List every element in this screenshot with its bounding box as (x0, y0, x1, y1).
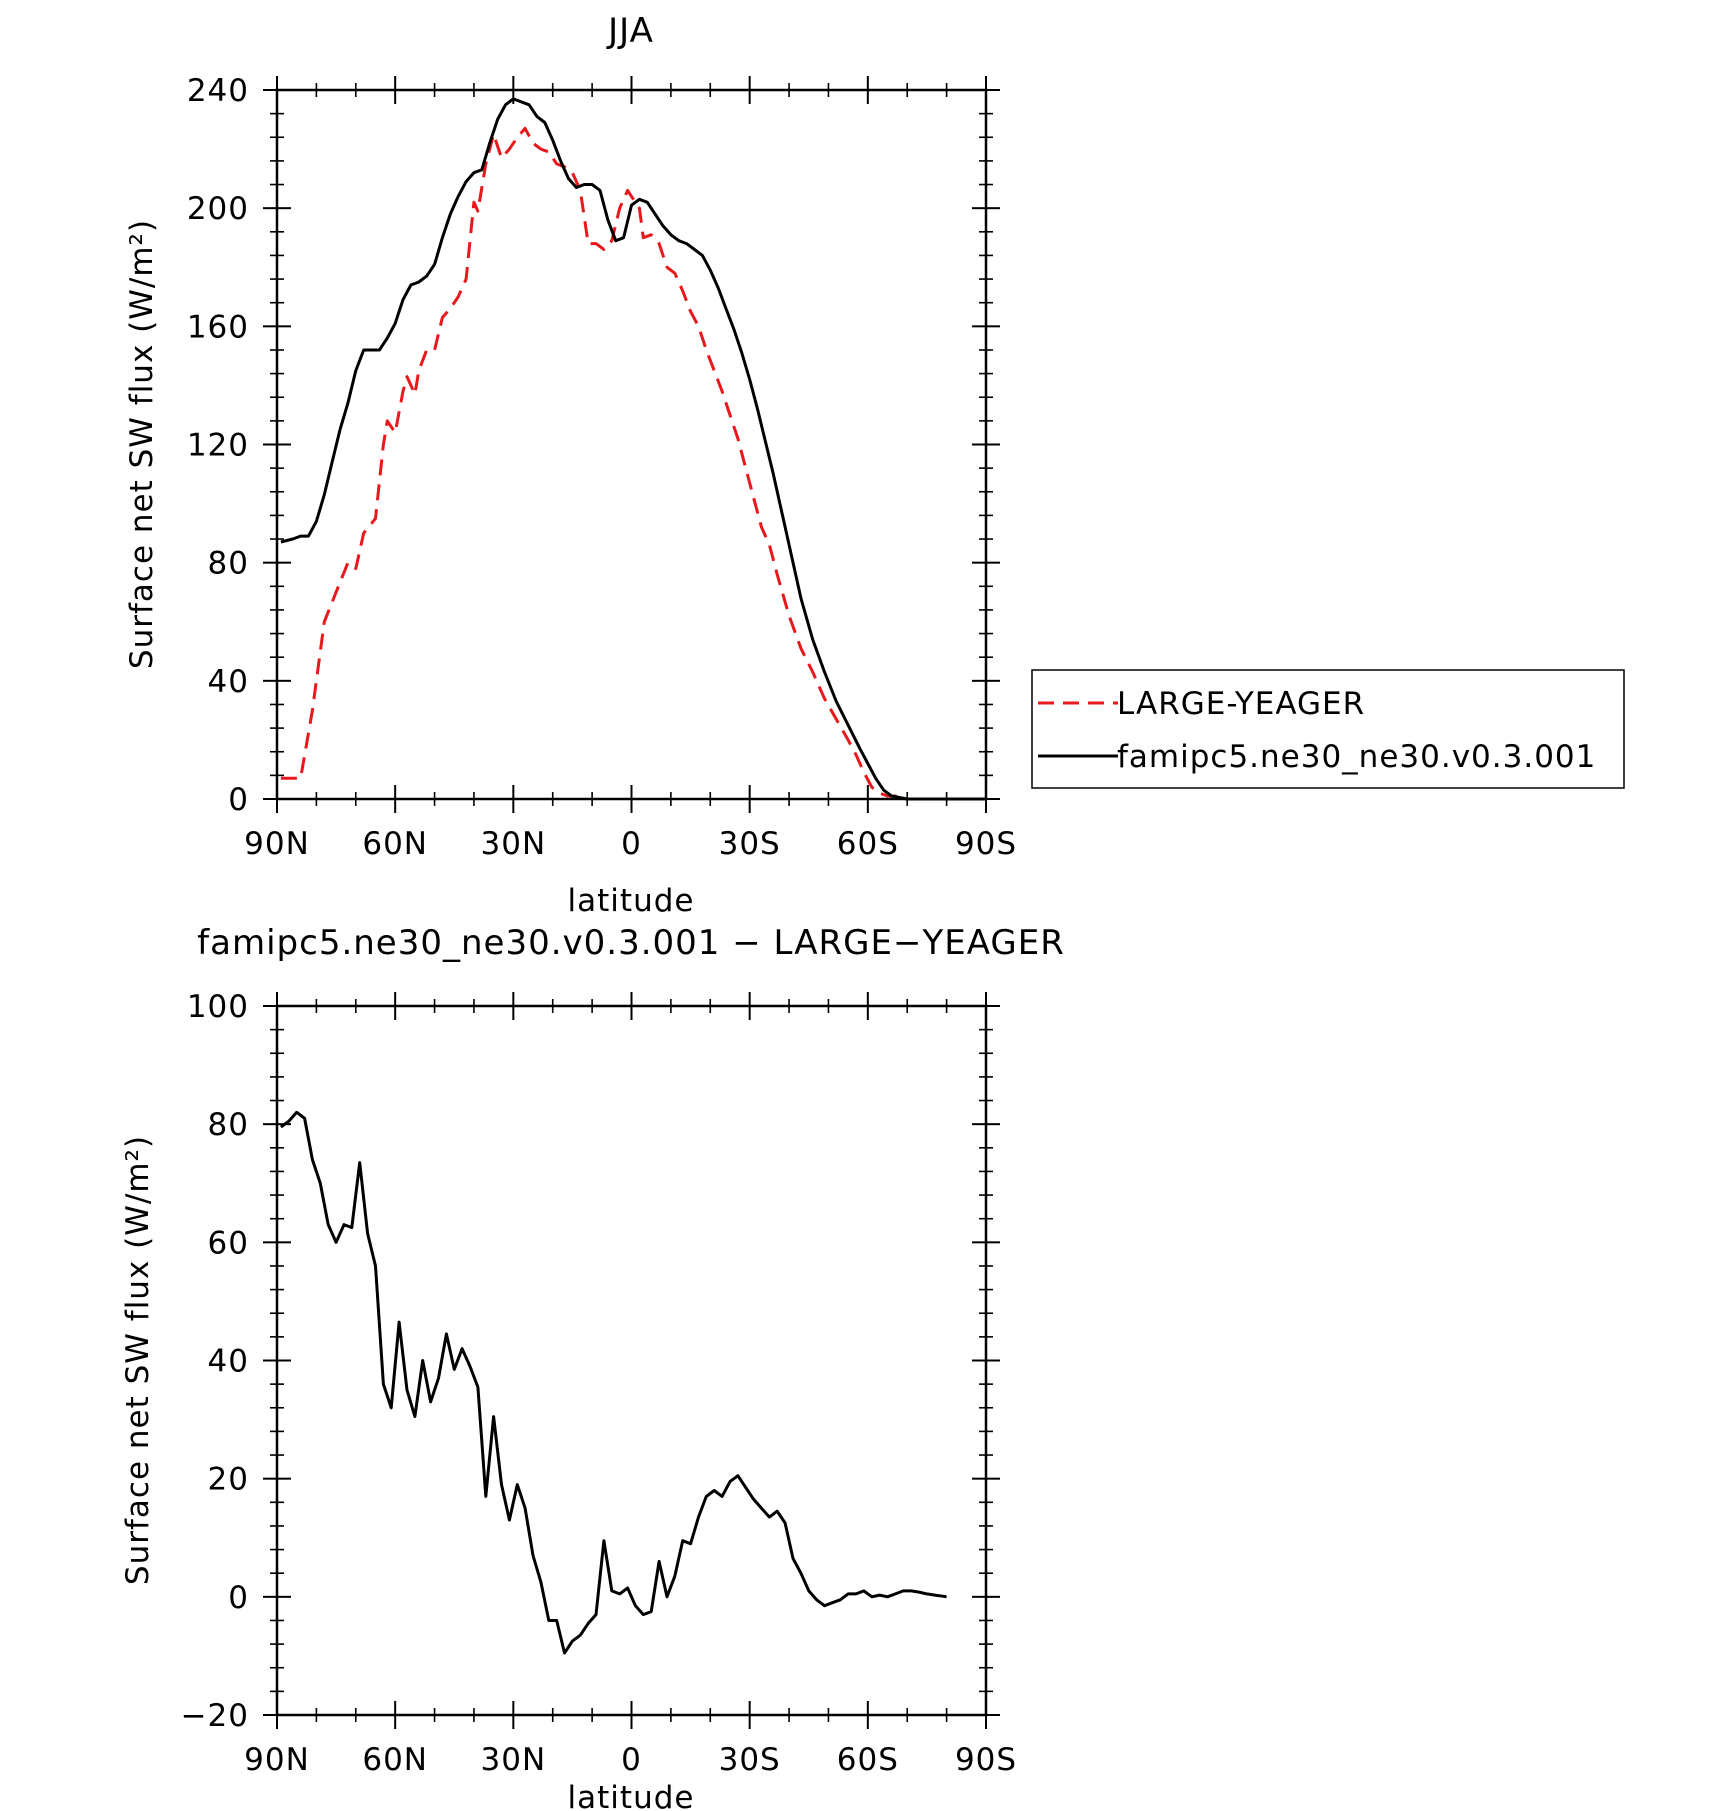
bottom-x-tick-labels: 90N 60N 30N 0 30S 60S 90S (244, 1742, 1017, 1778)
bot-y-tick-label-20: −20 (181, 1698, 249, 1734)
top-series-group (280, 97, 986, 801)
top-series-line-large-yeager (280, 126, 986, 801)
top-x-tick-label-90s: 90S (955, 826, 1017, 862)
bottom-y-axis-label: Surface net SW flux (W/m²) (120, 1135, 156, 1585)
bottom-chart-title: famipc5.ne30_ne30.v0.3.001 − LARGE−YEAGE… (197, 923, 1065, 963)
legend-label-famipc5: famipc5.ne30_ne30.v0.3.001 (1117, 739, 1596, 775)
bottom-plot-frame (275, 1004, 988, 1717)
top-y-tick-label-0: 0 (228, 782, 249, 818)
legend-box (1031, 669, 1625, 789)
bot-y-tick-label-0: 0 (228, 1580, 249, 1616)
bot-y-tick-label-60: 60 (208, 1225, 249, 1261)
top-y-tick-label-240: 240 (187, 73, 249, 109)
top-series-line-famipc5-ne30-ne30-v0-3-001 (280, 97, 986, 801)
top-x-tick-label-30s: 30S (719, 826, 781, 862)
bot-x-tick-label-30s: 30S (719, 1742, 781, 1778)
bottom-series-group (280, 1110, 947, 1655)
top-ticks (263, 76, 1000, 813)
bottom-ticks (263, 992, 1000, 1729)
top-y-tick-label-120: 120 (187, 428, 249, 464)
bottom-y-tick-labels: −20 0 20 40 60 80 100 (181, 989, 249, 1734)
bot-x-tick-label-90s: 90S (955, 1742, 1017, 1778)
top-x-tick-labels: 90N 60N 30N 0 30S 60S 90S (244, 826, 1017, 862)
top-chart-title: JJA (606, 11, 654, 51)
top-y-tick-label-40: 40 (208, 664, 249, 700)
bottom-panel: famipc5.ne30_ne30.v0.3.001 − LARGE−YEAGE… (120, 923, 1065, 1811)
top-x-tick-label-90n: 90N (244, 826, 310, 862)
top-panel: JJA 90N 60N 30N 0 30S 60S 90S 0 40 80 120 160 200 24… (124, 11, 1625, 919)
top-y-tick-label-80: 80 (208, 546, 249, 582)
top-y-tick-label-200: 200 (187, 191, 249, 227)
legend-label-large-yeager: LARGE-YEAGER (1117, 686, 1365, 722)
bottom-x-axis-label: latitude (568, 1780, 695, 1811)
bot-series-line-difference (280, 1110, 947, 1655)
legend: LARGE-YEAGER famipc5.ne30_ne30.v0.3.001 (1031, 669, 1625, 789)
bot-x-tick-label-90n: 90N (244, 1742, 310, 1778)
top-x-tick-label-60n: 60N (362, 826, 428, 862)
bot-x-tick-label-30n: 30N (481, 1742, 547, 1778)
bot-y-tick-label-80: 80 (208, 1107, 249, 1143)
bot-x-tick-label-60s: 60S (837, 1742, 899, 1778)
bot-x-tick-label-60n: 60N (362, 1742, 428, 1778)
top-y-tick-label-160: 160 (187, 309, 249, 345)
top-x-tick-label-0: 0 (621, 826, 642, 862)
top-x-tick-label-60s: 60S (837, 826, 899, 862)
top-x-axis-label: latitude (568, 883, 695, 919)
top-y-tick-labels: 0 40 80 120 160 200 240 (187, 73, 249, 818)
top-y-axis-label: Surface net SW flux (W/m²) (124, 219, 160, 669)
top-x-tick-label-30n: 30N (481, 826, 547, 862)
bot-y-tick-label-20: 20 (208, 1462, 249, 1498)
bot-y-tick-label-100: 100 (187, 989, 249, 1025)
bot-y-tick-label-40: 40 (208, 1344, 249, 1380)
bot-x-tick-label-0: 0 (621, 1742, 642, 1778)
top-plot-frame (275, 88, 988, 801)
